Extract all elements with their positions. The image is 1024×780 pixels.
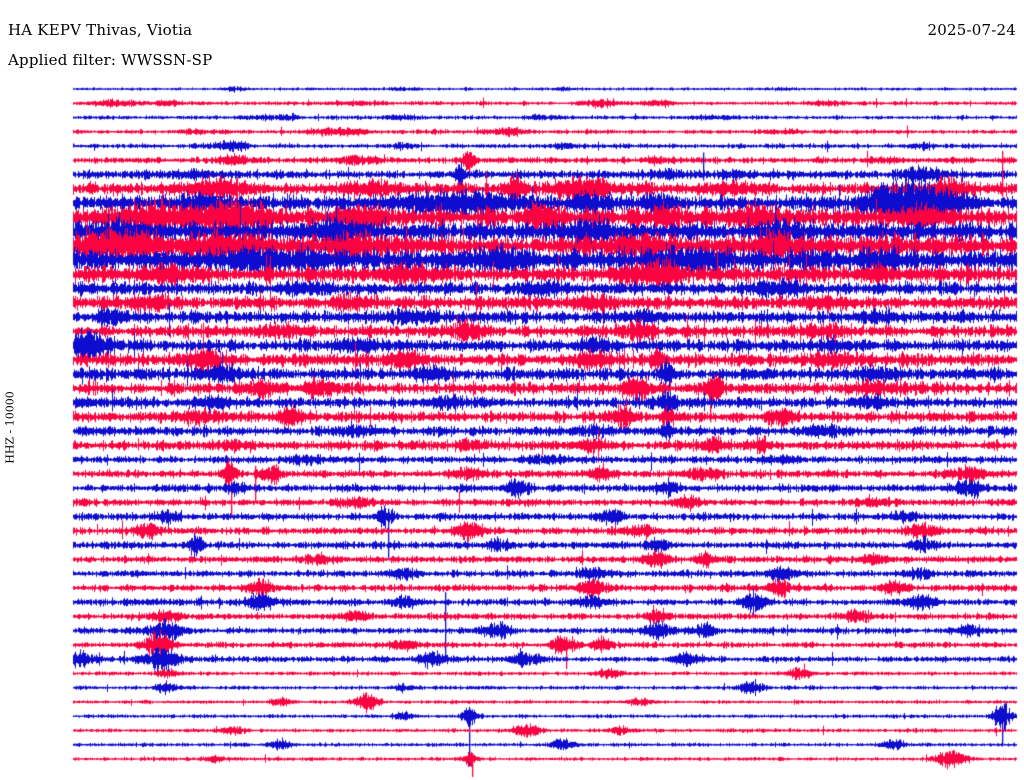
row-time-labels: 00:0000:3001:0001:3002:0002:3003:0003:30… (0, 0, 64, 780)
